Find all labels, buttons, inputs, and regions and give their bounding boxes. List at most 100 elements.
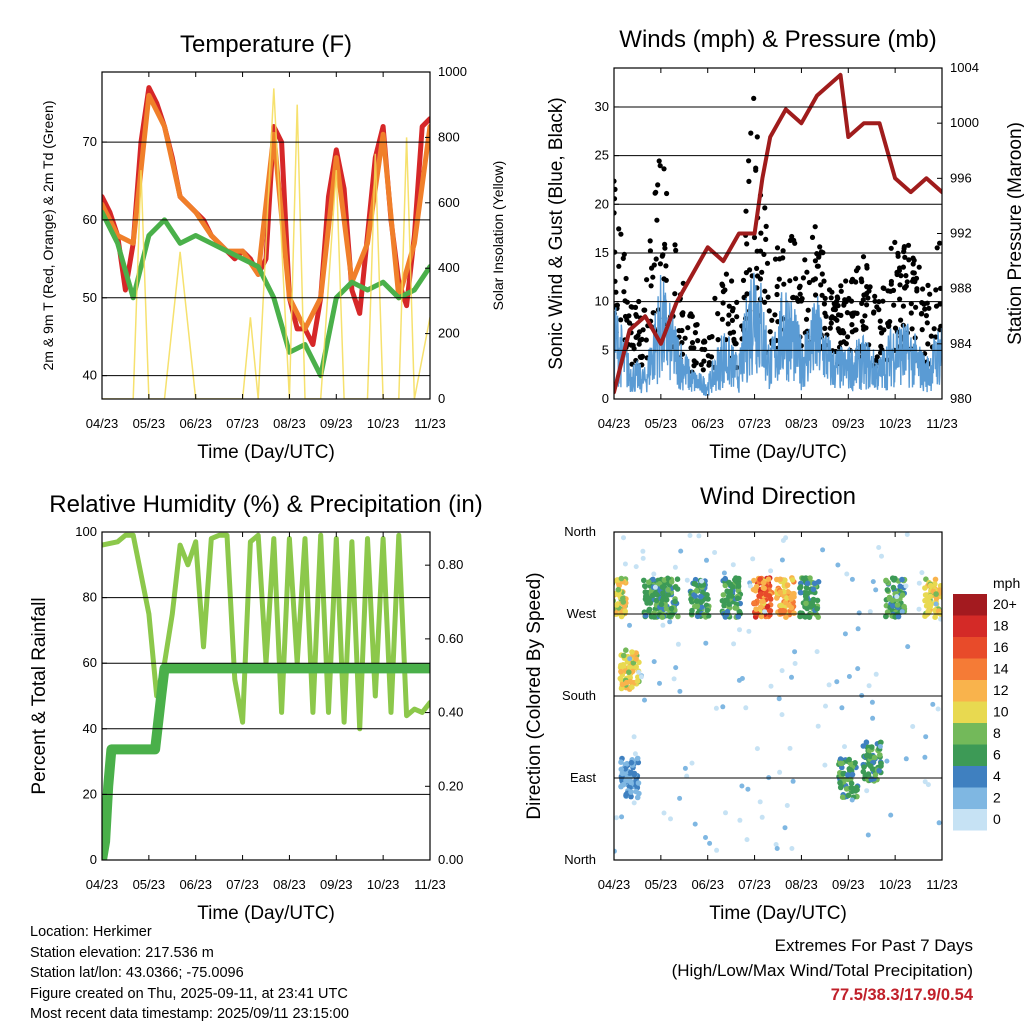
gust-point <box>664 190 670 197</box>
direction-point <box>747 583 753 589</box>
direction-point <box>684 577 690 583</box>
gust-point <box>729 278 735 284</box>
direction-point <box>864 752 871 758</box>
direction-point <box>673 665 679 671</box>
gust-point <box>862 313 868 319</box>
x-tick-label: 08/23 <box>273 877 306 892</box>
direction-point <box>867 609 873 615</box>
gust-point <box>614 178 617 184</box>
direction-point <box>622 561 628 567</box>
y-tick-label: 60 <box>83 212 97 227</box>
direction-point <box>826 682 832 688</box>
direction-point <box>704 557 709 563</box>
direction-point <box>631 800 637 806</box>
gust-point <box>922 306 928 312</box>
direction-point <box>839 705 845 711</box>
direction-point <box>927 593 934 600</box>
direction-point <box>930 701 936 707</box>
sonic-wind-line <box>614 272 942 397</box>
gust-point <box>793 276 799 282</box>
y-tick-label: 30 <box>595 99 609 114</box>
direction-point <box>659 614 666 620</box>
gust-point <box>656 158 662 164</box>
legend-swatch <box>953 787 987 809</box>
direction-point <box>784 582 791 588</box>
direction-point <box>760 598 766 605</box>
direction-point <box>923 734 929 740</box>
y2-tick-label: 0.40 <box>438 705 463 720</box>
direction-point <box>780 610 787 616</box>
direction-point <box>897 583 903 590</box>
gust-point <box>637 337 643 343</box>
gust-point <box>933 287 939 293</box>
gust-point <box>767 329 773 335</box>
direction-point <box>618 663 624 669</box>
direction-point <box>877 744 883 749</box>
direction-point <box>672 584 679 590</box>
gust-point <box>628 342 634 348</box>
direction-point <box>877 739 884 746</box>
gust-point <box>827 325 833 331</box>
direction-point <box>633 564 639 570</box>
y-axis-label: Direction (Colored By Speed) <box>524 572 545 819</box>
direction-point <box>660 590 666 596</box>
gust-point <box>734 299 740 305</box>
gust-point <box>910 261 916 267</box>
gust-point <box>774 283 780 290</box>
direction-point <box>634 794 641 801</box>
direction-point <box>675 613 681 620</box>
direction-point <box>750 556 756 562</box>
gust-point <box>614 278 618 284</box>
direction-point <box>925 608 931 615</box>
gust-point <box>712 295 718 301</box>
direction-point <box>901 603 907 610</box>
gust-point <box>643 337 649 343</box>
y2-axis-label: Station Pressure (Maroon) <box>1005 122 1024 345</box>
direction-point <box>835 562 841 568</box>
gust-point <box>700 367 706 373</box>
direction-point <box>618 759 624 765</box>
direction-point <box>789 674 794 680</box>
gust-point <box>797 291 803 297</box>
direction-point <box>933 591 939 597</box>
legend-label: 6 <box>993 747 1001 763</box>
extremes-title: Extremes For Past 7 Days <box>774 936 973 955</box>
direction-point <box>768 568 774 574</box>
dewpoint-line <box>102 209 430 379</box>
gust-point <box>920 286 926 292</box>
extremes-panel: Extremes For Past 7 Days (High/Low/Max W… <box>672 933 973 1008</box>
gust-point <box>928 333 934 339</box>
direction-point <box>839 764 845 771</box>
direction-point <box>910 724 916 729</box>
gust-point <box>866 342 872 348</box>
direction-point <box>627 622 632 628</box>
direction-point <box>873 671 879 677</box>
direction-point <box>899 609 905 615</box>
solar-insolation-line <box>102 88 430 399</box>
direction-point <box>619 814 625 820</box>
gust-point <box>654 217 660 223</box>
gust-point <box>903 273 909 279</box>
x-tick-label: 11/23 <box>414 416 446 431</box>
direction-point <box>697 593 704 600</box>
direction-point <box>616 581 622 587</box>
gust-point <box>919 327 925 333</box>
direction-point <box>628 789 634 795</box>
gust-point <box>687 313 693 319</box>
plot-frame <box>101 531 431 861</box>
direction-point <box>633 656 639 662</box>
gust-point <box>614 289 619 295</box>
direction-point <box>737 817 743 823</box>
x-tick-label: 09/23 <box>832 416 865 431</box>
gust-point <box>694 322 700 328</box>
gust-point <box>860 254 867 260</box>
gust-point <box>797 283 803 289</box>
gust-point <box>822 325 828 331</box>
y-tick-label: 5 <box>602 342 609 357</box>
gust-point <box>791 237 797 243</box>
direction-point <box>735 613 741 620</box>
direction-point <box>691 592 697 598</box>
gust-point <box>934 245 940 251</box>
direction-point <box>621 535 626 541</box>
direction-point <box>757 799 763 805</box>
